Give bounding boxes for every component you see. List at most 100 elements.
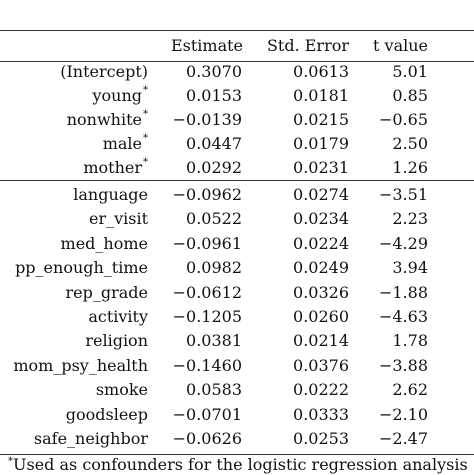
cell-t-value: −4.63 [378, 307, 428, 326]
row-label-text: religion [85, 331, 148, 351]
row-label-text: male [102, 134, 142, 153]
row-label: religion [85, 329, 148, 353]
table-row: mom_psy_health −0.1460 0.0376 −3.88 [0, 354, 474, 378]
cell-std-error: 0.0234 [293, 209, 349, 229]
cell-std-error: 0.0326 [293, 282, 349, 302]
cell-estimate: 0.0292 [186, 158, 242, 177]
table-row: nonwhite* −0.0139 0.0215 −0.65 [0, 108, 474, 132]
cell-std-error: 0.0179 [293, 134, 349, 153]
row-label: (Intercept) [60, 60, 148, 84]
cell-estimate: −0.0961 [172, 233, 242, 253]
cell-t-value: 5.01 [392, 62, 428, 81]
cell-estimate: −0.1205 [172, 307, 242, 326]
cell-t-value: 2.50 [392, 134, 428, 153]
header-std-error: Std. Error [266, 36, 349, 55]
cell-std-error: 0.0222 [293, 380, 349, 400]
table-row: safe_neighbor −0.0626 0.0253 −2.47 [0, 427, 474, 451]
table-row: (Intercept) 0.3070 0.0613 5.01 [0, 60, 474, 84]
table-row: med_home −0.0961 0.0224 −4.29 [0, 232, 474, 256]
cell-std-error: 0.0214 [293, 331, 349, 351]
row-label: mom_psy_health [13, 354, 148, 378]
row-label-text: goodsleep [65, 404, 148, 424]
cell-t-value: 1.78 [392, 331, 428, 351]
confounder-star: * [143, 109, 148, 120]
cell-estimate: 0.0153 [186, 86, 242, 105]
row-label-text: safe_neighbor [33, 429, 148, 448]
cell-std-error: 0.0231 [293, 158, 349, 177]
cell-std-error: 0.0215 [293, 110, 349, 129]
cell-t-value: 3.94 [392, 258, 428, 278]
row-label-text: smoke [95, 380, 148, 400]
table-row: activity −0.1205 0.0260 −4.63 [0, 305, 474, 329]
confounder-star: * [143, 157, 148, 168]
table-row: mother* 0.0292 0.0231 1.26 [0, 156, 474, 180]
cell-estimate: 0.0982 [186, 258, 242, 278]
row-label-text: mom_psy_health [13, 355, 148, 375]
cell-t-value: −4.29 [378, 233, 428, 253]
row-label: pp_enough_time [15, 256, 148, 280]
cell-std-error: 0.0181 [293, 86, 349, 105]
cell-estimate: −0.0962 [172, 185, 242, 204]
cell-estimate: −0.0139 [172, 110, 242, 129]
row-label: activity [88, 305, 148, 329]
row-label: er_visit [89, 207, 148, 231]
cell-std-error: 0.0376 [293, 355, 349, 375]
row-label: language [73, 183, 148, 207]
row-label-text: pp_enough_time [15, 258, 148, 278]
table-bottom-rule [0, 454, 474, 455]
table-row: male* 0.0447 0.0179 2.50 [0, 132, 474, 156]
row-label-text: rep_grade [65, 282, 149, 302]
cell-estimate: −0.0626 [172, 429, 242, 448]
row-label: male* [103, 132, 148, 156]
cell-estimate: 0.0447 [186, 134, 242, 153]
row-label-text: er_visit [88, 209, 148, 229]
cell-estimate: 0.0583 [186, 380, 242, 400]
row-label: safe_neighbor [34, 427, 148, 451]
table-row: rep_grade −0.0612 0.0326 −1.88 [0, 281, 474, 305]
cell-std-error: 0.0333 [293, 404, 349, 424]
table-row: religion 0.0381 0.0214 1.78 [0, 329, 474, 353]
footnote-marker: * [8, 456, 13, 467]
row-label: goodsleep [66, 403, 148, 427]
row-label: nonwhite* [67, 108, 148, 132]
table-footnote: *Used as confounders for the logistic re… [8, 455, 468, 475]
table-row: young* 0.0153 0.0181 0.85 [0, 84, 474, 108]
row-label-text: young [92, 86, 142, 105]
cell-estimate: −0.0701 [172, 404, 242, 424]
row-label-text: mother [83, 158, 142, 177]
cell-std-error: 0.0260 [293, 307, 349, 326]
confounder-star: * [143, 85, 148, 96]
header-t-value: t value [373, 36, 428, 55]
row-label-text: (Intercept) [60, 62, 148, 81]
footnote-text: Used as confounders for the logistic reg… [13, 455, 468, 474]
table-row: pp_enough_time 0.0982 0.0249 3.94 [0, 256, 474, 280]
cell-t-value: −1.88 [378, 282, 428, 302]
cell-t-value: −3.88 [378, 355, 428, 375]
row-label: rep_grade [66, 281, 149, 305]
table-top-rule [0, 30, 474, 31]
cell-t-value: 2.23 [392, 209, 428, 229]
table-row: goodsleep −0.0701 0.0333 −2.10 [0, 403, 474, 427]
cell-std-error: 0.0613 [293, 62, 349, 81]
table-row: language −0.0962 0.0274 −3.51 [0, 183, 474, 207]
cell-estimate: 0.0522 [186, 209, 242, 229]
cell-std-error: 0.0224 [293, 233, 349, 253]
row-label-text: med_home [60, 233, 148, 253]
cell-estimate: −0.0612 [172, 282, 242, 302]
table-header-row: Estimate Std. Error t value [0, 34, 474, 58]
cell-std-error: 0.0253 [293, 429, 349, 448]
row-label: young* [92, 84, 148, 108]
cell-t-value: 1.26 [392, 158, 428, 177]
cell-t-value: 0.85 [392, 86, 428, 105]
row-label-text: nonwhite [66, 110, 142, 129]
row-label: mother* [83, 156, 148, 180]
cell-estimate: 0.3070 [186, 62, 242, 81]
row-label-text: activity [88, 307, 148, 326]
cell-t-value: −3.51 [378, 185, 428, 204]
table-row: er_visit 0.0522 0.0234 2.23 [0, 207, 474, 231]
cell-estimate: 0.0381 [186, 331, 242, 351]
header-bottom-rule [0, 61, 474, 62]
row-label-text: language [73, 185, 148, 204]
section-divider-rule [0, 180, 474, 181]
cell-t-value: −2.10 [378, 404, 428, 424]
